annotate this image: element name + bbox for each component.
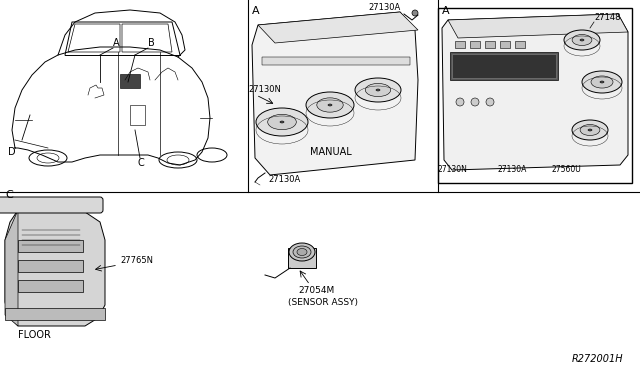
Text: 27130N: 27130N xyxy=(438,165,468,174)
Ellipse shape xyxy=(289,243,315,261)
Bar xyxy=(130,105,145,125)
Text: MANUAL: MANUAL xyxy=(310,147,352,157)
Polygon shape xyxy=(0,200,100,210)
Text: 27130A: 27130A xyxy=(268,175,300,184)
Ellipse shape xyxy=(580,39,584,41)
Polygon shape xyxy=(448,14,628,38)
Ellipse shape xyxy=(268,114,296,130)
Bar xyxy=(455,41,465,48)
Ellipse shape xyxy=(588,129,592,131)
Ellipse shape xyxy=(306,92,354,118)
Ellipse shape xyxy=(280,121,284,123)
FancyBboxPatch shape xyxy=(0,197,103,213)
Ellipse shape xyxy=(580,125,600,135)
Ellipse shape xyxy=(564,30,600,50)
Text: A: A xyxy=(113,38,120,48)
Bar xyxy=(120,74,140,88)
Bar xyxy=(452,54,556,78)
Bar xyxy=(485,41,495,48)
Circle shape xyxy=(471,98,479,106)
Ellipse shape xyxy=(293,246,311,258)
Polygon shape xyxy=(442,14,628,170)
Text: A: A xyxy=(252,6,260,16)
Ellipse shape xyxy=(572,120,608,140)
Ellipse shape xyxy=(591,76,613,88)
Text: C: C xyxy=(5,190,13,200)
Polygon shape xyxy=(5,210,18,326)
Bar xyxy=(262,57,410,65)
Circle shape xyxy=(486,98,494,106)
Text: R272001H: R272001H xyxy=(572,354,623,364)
Text: 27054M: 27054M xyxy=(298,286,334,295)
Bar xyxy=(500,41,510,48)
Bar xyxy=(288,248,316,268)
Ellipse shape xyxy=(355,78,401,102)
Text: (SENSOR ASSY): (SENSOR ASSY) xyxy=(288,298,358,307)
Text: 27560U: 27560U xyxy=(552,165,582,174)
Text: 27130A: 27130A xyxy=(498,165,527,174)
Bar xyxy=(18,280,83,292)
Text: 27148: 27148 xyxy=(594,13,621,22)
Circle shape xyxy=(456,98,464,106)
Text: C: C xyxy=(138,158,145,168)
Text: 27130A: 27130A xyxy=(368,3,400,12)
Ellipse shape xyxy=(376,89,380,91)
Ellipse shape xyxy=(328,104,332,106)
Bar xyxy=(438,8,632,183)
Ellipse shape xyxy=(317,98,343,112)
Polygon shape xyxy=(252,12,418,175)
Ellipse shape xyxy=(297,248,307,256)
Bar xyxy=(18,240,83,252)
Circle shape xyxy=(412,10,418,16)
Ellipse shape xyxy=(600,81,604,83)
Bar xyxy=(450,52,558,80)
Bar xyxy=(470,41,480,48)
Ellipse shape xyxy=(256,108,308,136)
Text: 27130N: 27130N xyxy=(248,85,281,94)
Bar xyxy=(5,308,105,320)
Text: A: A xyxy=(442,6,450,16)
Ellipse shape xyxy=(582,71,622,93)
Text: 27765N: 27765N xyxy=(120,256,153,265)
Polygon shape xyxy=(258,12,418,43)
Bar xyxy=(515,41,525,48)
Text: FLOOR: FLOOR xyxy=(18,330,51,340)
Polygon shape xyxy=(5,210,105,326)
Text: B: B xyxy=(148,38,155,48)
Ellipse shape xyxy=(365,83,390,97)
Bar xyxy=(18,260,83,272)
Ellipse shape xyxy=(572,35,592,45)
Text: D: D xyxy=(8,147,15,157)
